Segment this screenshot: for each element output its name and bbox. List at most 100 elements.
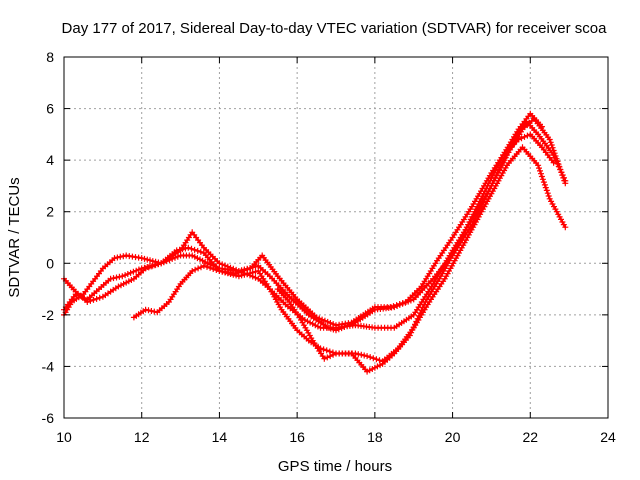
data-point-marker — [219, 261, 226, 268]
data-point-marker — [541, 181, 548, 188]
data-point-marker — [107, 275, 114, 282]
data-point-marker — [560, 174, 567, 181]
data-point-marker — [244, 271, 251, 277]
data-point-marker — [204, 260, 211, 267]
data-point-marker — [421, 301, 428, 308]
data-point-marker — [562, 180, 569, 187]
data-point-marker — [419, 304, 426, 311]
series-track-5 — [274, 110, 545, 375]
data-point-marker — [227, 271, 234, 277]
data-point-marker — [387, 304, 394, 311]
data-point-marker — [230, 265, 237, 272]
data-point-marker — [197, 248, 204, 255]
data-point-marker — [144, 256, 151, 263]
data-point-marker — [155, 261, 161, 268]
data-point-marker — [241, 271, 248, 278]
data-point-marker — [415, 312, 422, 319]
data-point-marker — [553, 155, 560, 162]
data-point-marker — [550, 147, 557, 154]
data-point-marker — [147, 257, 153, 264]
data-point-marker — [319, 316, 326, 323]
data-point-marker — [213, 267, 220, 273]
data-point-marker — [185, 244, 192, 251]
axis-ticks — [63, 56, 609, 419]
data-point-marker — [182, 245, 189, 252]
series-track-4 — [130, 144, 569, 365]
data-point-marker — [238, 272, 245, 279]
data-point-marker — [561, 177, 568, 184]
data-point-marker — [545, 193, 552, 199]
data-point-marker — [364, 353, 371, 360]
data-point-marker — [327, 353, 334, 360]
series-points — [61, 118, 569, 334]
data-point-marker — [204, 263, 210, 270]
data-point-marker — [119, 273, 126, 280]
data-point-marker — [135, 266, 142, 273]
series-line — [132, 146, 567, 363]
data-point-marker — [406, 332, 413, 339]
data-point-marker — [536, 165, 542, 172]
x-axis-label: GPS time / hours — [278, 458, 392, 475]
data-point-marker — [87, 297, 94, 304]
data-point-marker — [393, 302, 400, 309]
data-point-marker — [122, 272, 129, 279]
data-point-marker — [370, 355, 377, 362]
data-point-marker — [151, 308, 158, 315]
data-point-marker — [142, 265, 149, 272]
data-point-marker — [230, 271, 237, 278]
data-point-marker — [558, 169, 565, 176]
data-point-marker — [219, 268, 226, 275]
data-point-marker — [113, 274, 120, 281]
data-point-marker — [373, 356, 380, 363]
data-point-marker — [562, 224, 569, 231]
y-tick-label: -4 — [42, 358, 55, 374]
chart-title: Day 177 of 2017, Sidereal Day-to-day VTE… — [62, 20, 608, 37]
data-point-marker — [90, 296, 97, 303]
data-point-marker — [192, 266, 199, 273]
data-point-marker — [173, 247, 180, 254]
y-tick-label: 2 — [46, 204, 54, 220]
data-point-marker — [330, 321, 337, 328]
y-tick-label: 0 — [46, 255, 54, 271]
data-point-marker — [550, 159, 557, 166]
grid-lines — [64, 57, 608, 418]
data-point-marker — [235, 273, 242, 280]
y-tick-label: 6 — [46, 101, 54, 117]
data-point-marker — [396, 301, 403, 307]
data-point-marker — [224, 263, 231, 270]
y-axis-label: SDTVAR / TECUs — [6, 177, 23, 297]
data-point-marker — [408, 329, 415, 336]
data-point-marker — [548, 142, 555, 148]
data-point-marker — [559, 172, 566, 179]
data-point-marker — [191, 246, 198, 253]
data-point-marker — [557, 166, 564, 173]
data-point-marker — [216, 260, 223, 267]
data-point-marker — [138, 255, 145, 262]
series-points — [61, 131, 557, 329]
data-point-marker — [399, 300, 406, 306]
data-point-marker — [409, 326, 416, 333]
data-point-marker — [410, 324, 417, 331]
data-point-marker — [535, 162, 542, 169]
x-tick-label: 18 — [367, 429, 383, 445]
x-tick-label: 22 — [522, 429, 538, 445]
data-point-marker — [412, 321, 418, 328]
data-point-marker — [540, 179, 547, 186]
data-point-marker — [151, 262, 158, 269]
data-point-marker — [327, 320, 334, 326]
data-point-marker — [93, 295, 100, 302]
data-point-marker — [145, 307, 152, 314]
data-point-marker — [210, 266, 217, 272]
data-point-marker — [114, 254, 121, 261]
x-tick-label: 24 — [600, 429, 616, 445]
y-tick-label: 4 — [46, 152, 54, 168]
data-point-marker — [417, 310, 424, 317]
y-tick-labels: -6 -4 -2 0 2 4 6 8 — [42, 49, 55, 426]
data-point-marker — [556, 163, 563, 170]
data-point-marker — [141, 255, 148, 262]
data-point-marker — [224, 270, 231, 277]
data-point-marker — [313, 314, 320, 321]
data-point-marker — [252, 268, 259, 275]
data-point-marker — [247, 270, 253, 277]
data-point-marker — [207, 264, 214, 271]
